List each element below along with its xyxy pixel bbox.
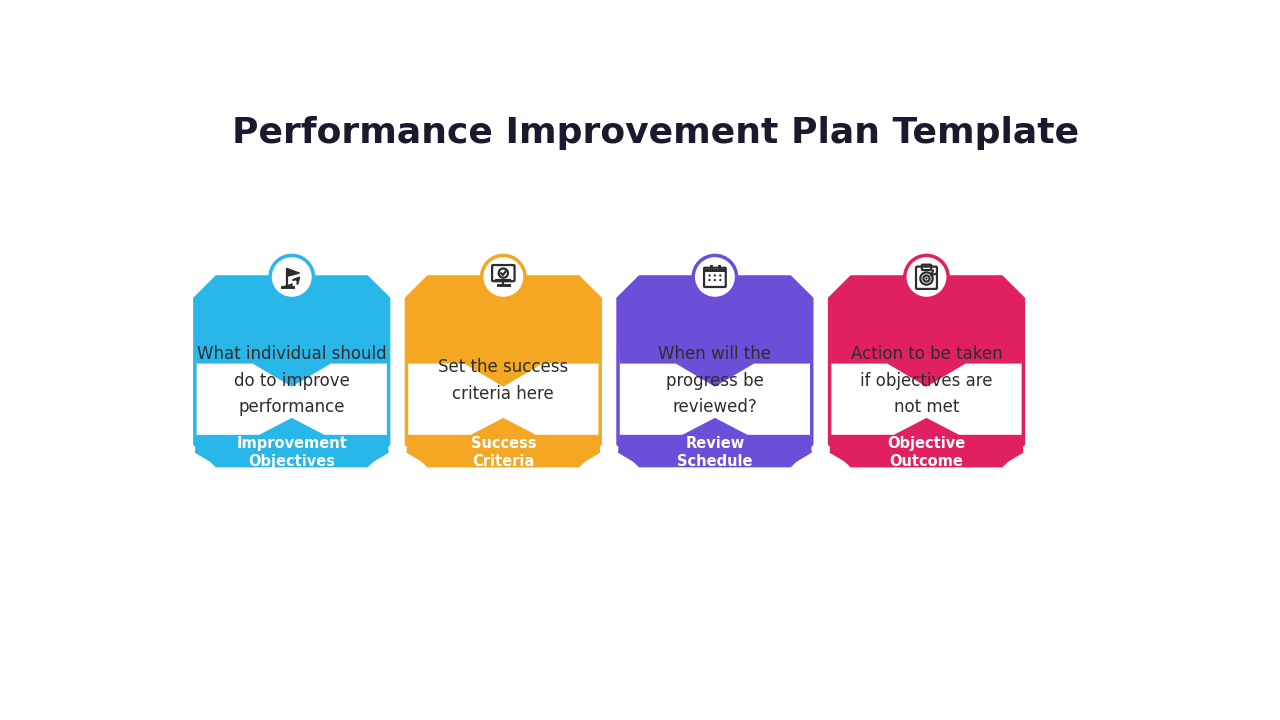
Text: Objective
Outcome: Objective Outcome xyxy=(887,436,965,469)
Polygon shape xyxy=(829,277,1023,387)
Polygon shape xyxy=(407,277,600,387)
Text: Action to be taken
if objectives are
not met: Action to be taken if objectives are not… xyxy=(851,345,1002,416)
Circle shape xyxy=(905,256,948,299)
Polygon shape xyxy=(407,277,600,466)
Circle shape xyxy=(719,274,722,276)
Polygon shape xyxy=(618,277,812,387)
Text: Improvement
Objectives: Improvement Objectives xyxy=(237,436,347,469)
Circle shape xyxy=(481,256,525,299)
Circle shape xyxy=(714,274,716,276)
Circle shape xyxy=(714,279,716,282)
Text: Review
Schedule: Review Schedule xyxy=(677,436,753,469)
Polygon shape xyxy=(407,418,600,466)
Polygon shape xyxy=(195,277,389,466)
Bar xyxy=(705,269,724,271)
Polygon shape xyxy=(829,418,1023,466)
Polygon shape xyxy=(287,269,300,276)
Text: Success
Criteria: Success Criteria xyxy=(471,436,536,469)
Text: Performance Improvement Plan Template: Performance Improvement Plan Template xyxy=(233,116,1079,150)
Circle shape xyxy=(719,279,722,282)
Text: Set the success
criteria here: Set the success criteria here xyxy=(438,359,568,402)
Circle shape xyxy=(694,256,736,299)
Polygon shape xyxy=(829,277,1023,466)
Polygon shape xyxy=(618,277,812,466)
Circle shape xyxy=(270,256,314,299)
Text: What individual should
do to improve
performance: What individual should do to improve per… xyxy=(197,345,387,416)
Circle shape xyxy=(708,274,710,276)
Polygon shape xyxy=(618,418,812,466)
Text: When will the
progress be
reviewed?: When will the progress be reviewed? xyxy=(658,345,772,416)
Circle shape xyxy=(708,279,710,282)
Polygon shape xyxy=(195,277,389,387)
Polygon shape xyxy=(195,418,389,466)
Circle shape xyxy=(925,277,928,279)
